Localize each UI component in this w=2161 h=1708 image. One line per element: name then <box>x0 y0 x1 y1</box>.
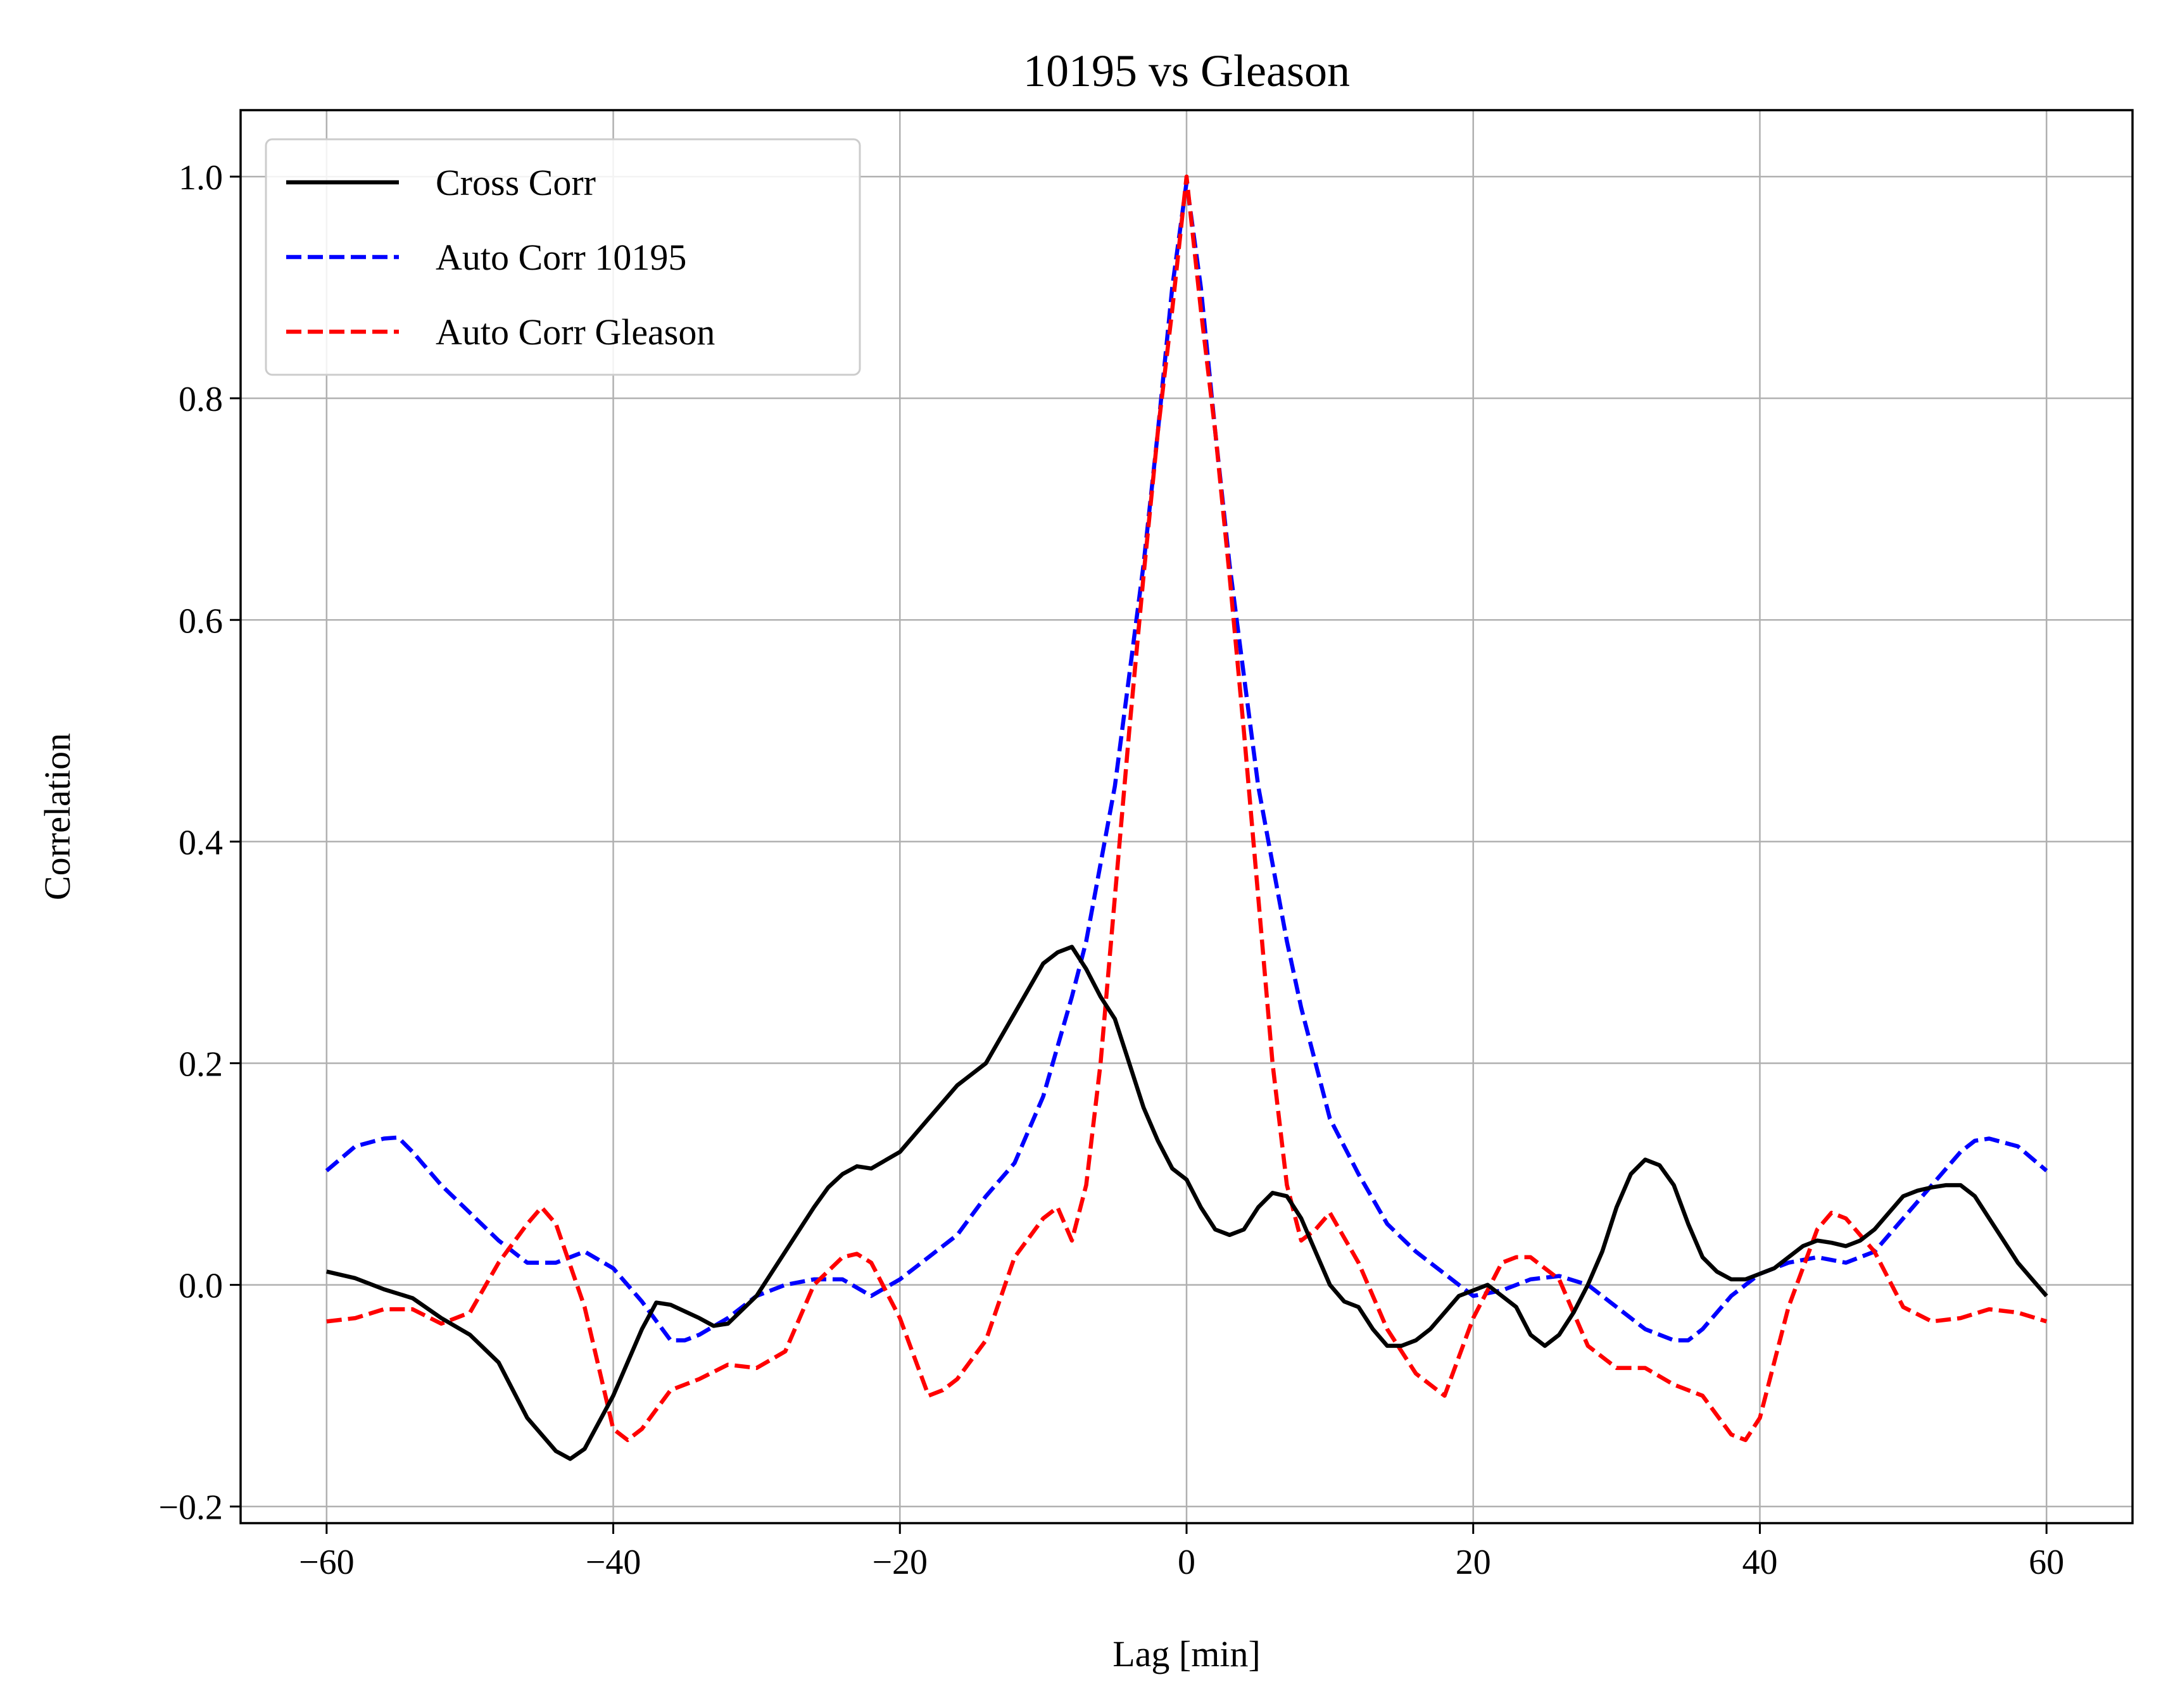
legend: Cross Corr Auto Corr 10195 Auto Corr Gleas… <box>265 138 861 376</box>
x-tick-label: 20 <box>1456 1543 1491 1582</box>
legend-label: Cross Corr <box>436 162 596 203</box>
y-tick-label: 0.2 <box>179 1045 223 1084</box>
legend-label: Auto Corr 10195 <box>436 237 686 278</box>
x-tick-label: 40 <box>1742 1543 1777 1582</box>
y-axis-label: Correlation <box>37 733 78 900</box>
legend-label: Auto Corr Gleason <box>436 311 715 353</box>
x-tick-label: −20 <box>872 1543 928 1582</box>
series-line-0 <box>326 945 2048 1461</box>
y-tick-label: 0.0 <box>179 1267 223 1306</box>
x-tick-label: −40 <box>586 1543 641 1582</box>
y-tick-label: 0.8 <box>179 380 223 419</box>
x-tick-label: −60 <box>299 1543 355 1582</box>
ticks: −60 −40 −20 0 20 40 60 −0.2 0.0 0.2 0.4 0.6 0.8 1.0 <box>158 158 2064 1582</box>
x-tick-label: 0 <box>1178 1543 1195 1582</box>
y-tick-label: 0.6 <box>179 601 223 641</box>
x-tick-label: 60 <box>2029 1543 2064 1582</box>
y-tick-label: −0.2 <box>158 1488 223 1528</box>
series-line-2 <box>326 174 2048 1442</box>
y-tick-label: 0.4 <box>179 823 223 862</box>
y-tick-label: 1.0 <box>179 158 223 198</box>
x-axis-label: Lag [min] <box>1112 1633 1261 1674</box>
chart-title: 10195 vs Gleason <box>1023 46 1350 96</box>
legend-box <box>265 138 861 376</box>
series-layer <box>325 174 2048 1461</box>
